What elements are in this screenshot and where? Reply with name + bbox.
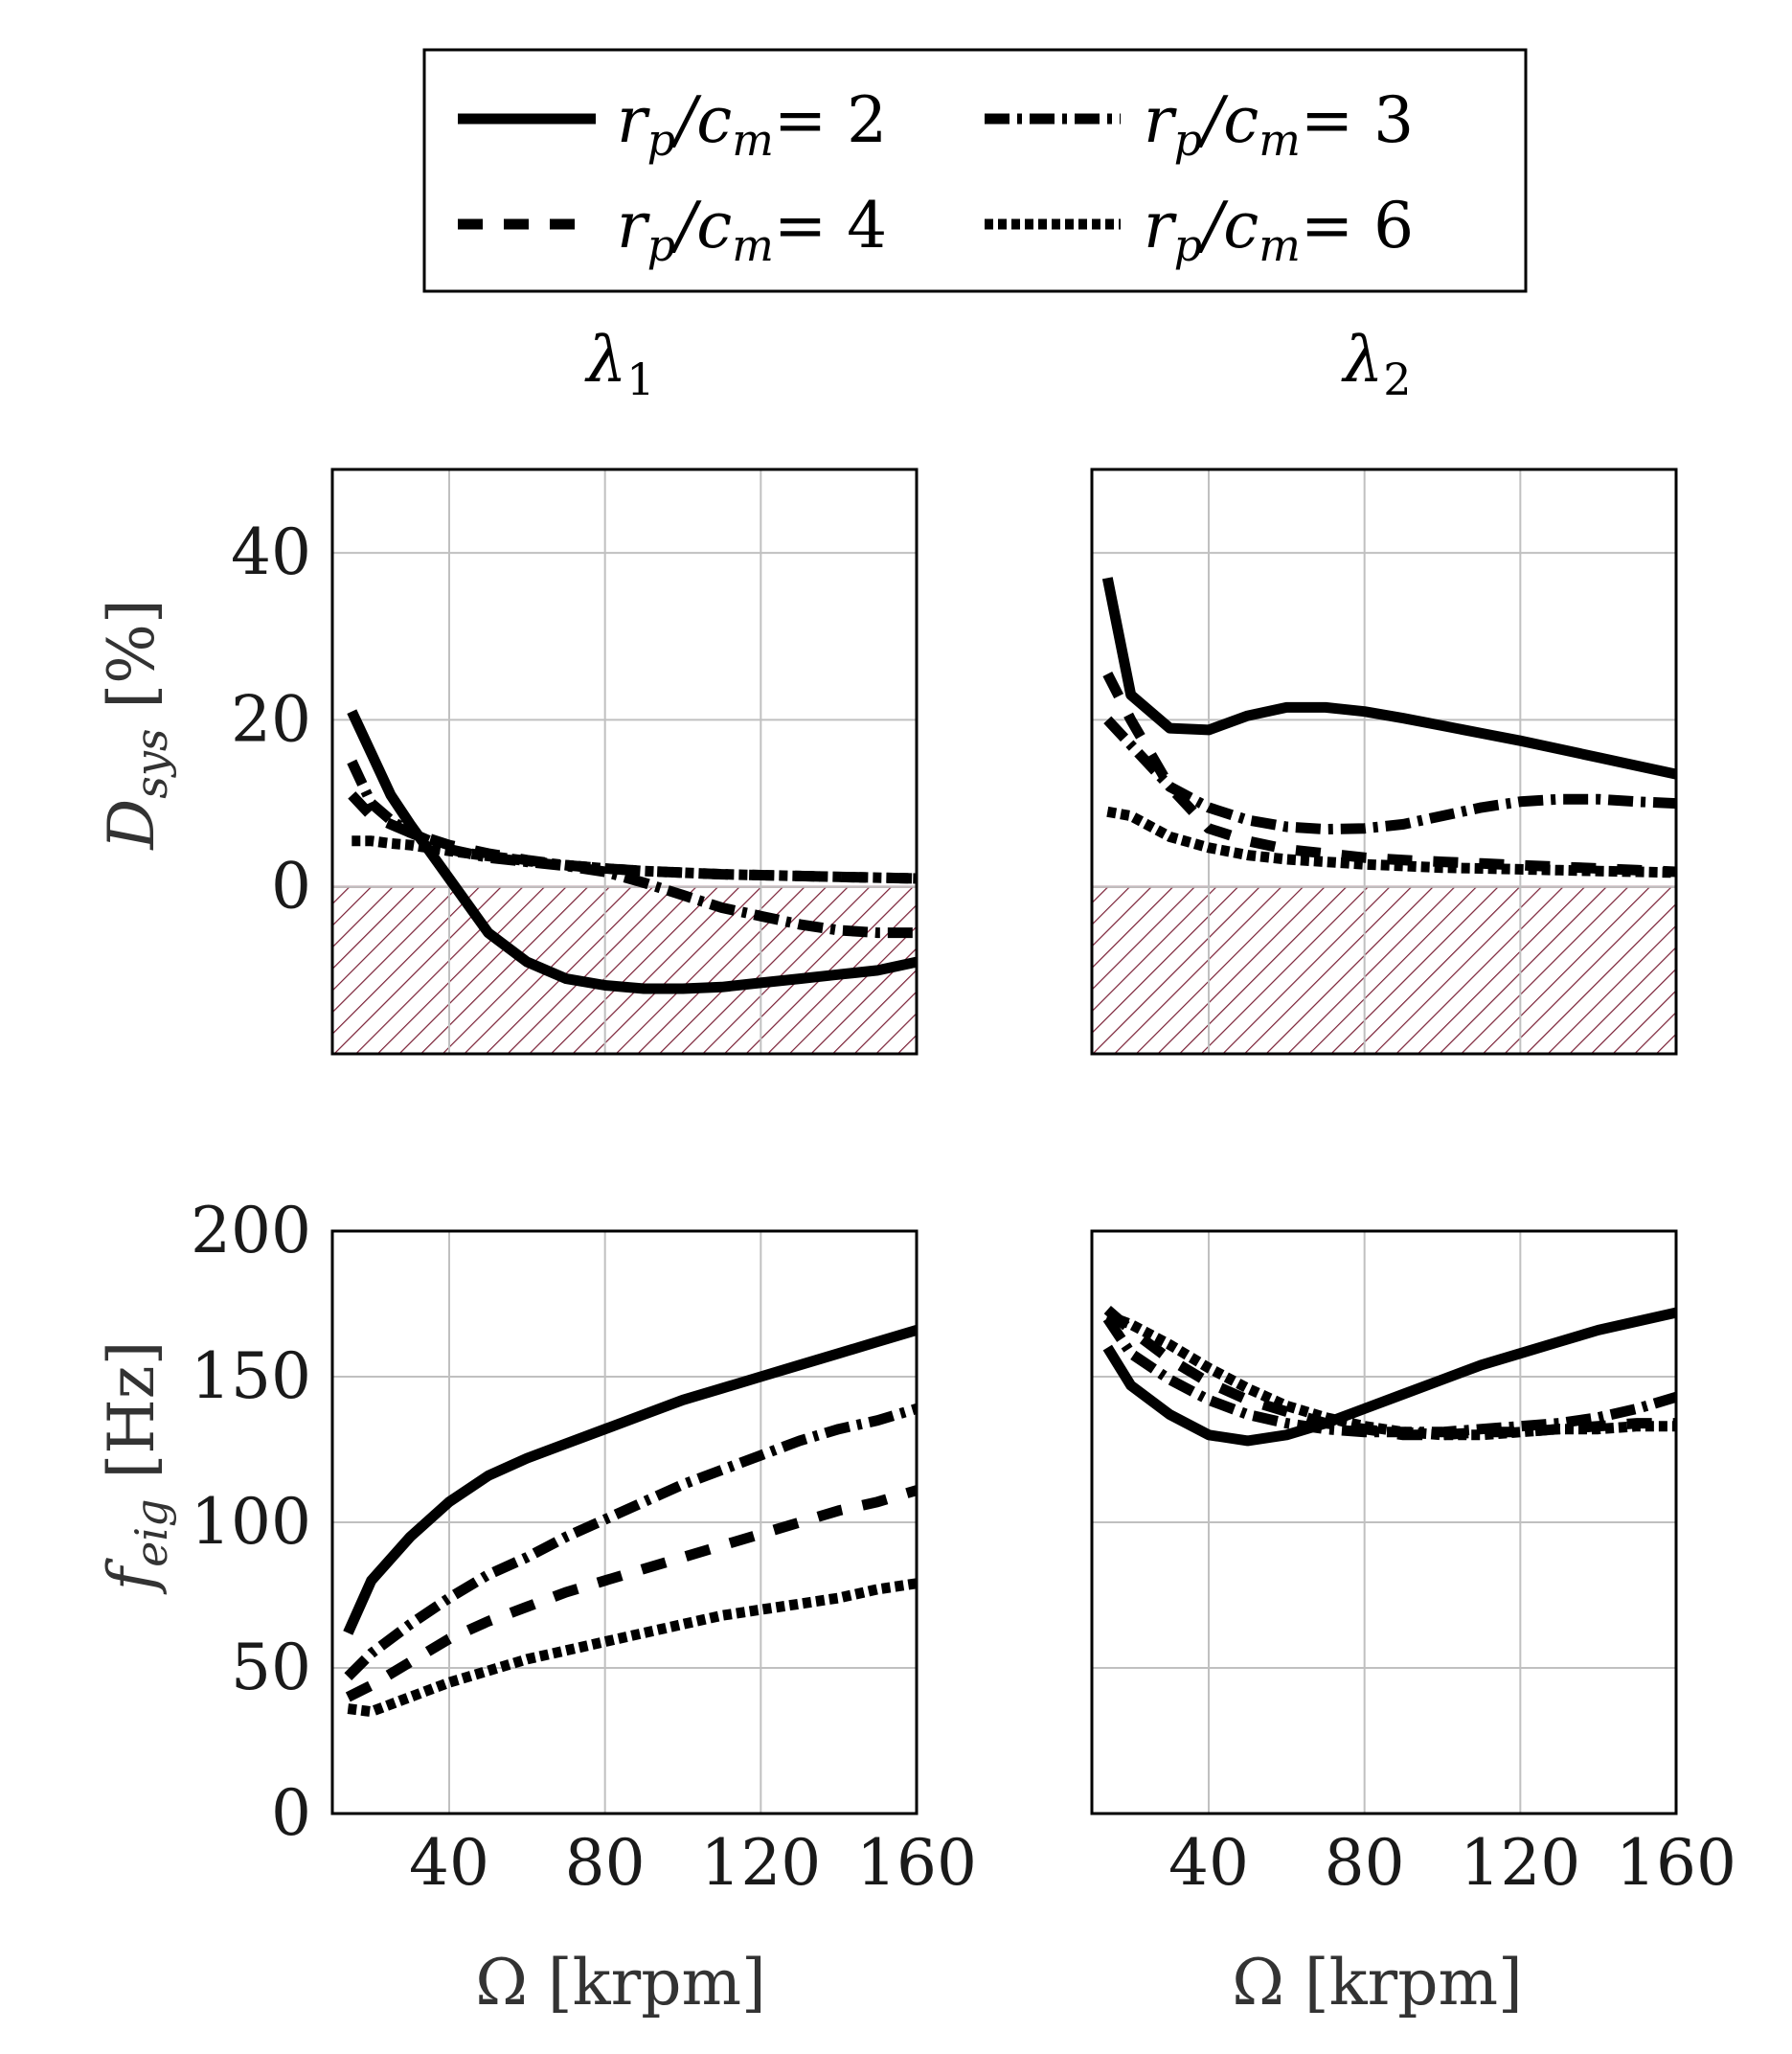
series-line-rpcm-2: [1101, 577, 1676, 780]
ylabel-frequency: feig [Hz]: [95, 1341, 177, 1596]
series-line-rpcm-3: [1103, 716, 1676, 835]
panel-frequency-lambda2: 40 80 120 160: [1090, 1229, 1736, 1900]
unstable-region-hatch: [331, 885, 918, 1056]
axes-frame: [1090, 1229, 1678, 1815]
y-tick-label: 50: [231, 1631, 311, 1704]
x-tick-label: 120: [700, 1826, 821, 1900]
panel-damping-lambda2: [1090, 468, 1678, 1056]
series-line-rpcm-4: [1103, 1305, 1676, 1441]
x-tick-label: 160: [856, 1826, 977, 1900]
x-tick-label: 80: [565, 1826, 646, 1900]
series-line-rpcm-2: [347, 709, 917, 994]
xlabel-lambda1: Ω [krpm]: [475, 1946, 766, 2020]
y-tick-label: 200: [191, 1194, 311, 1267]
y-tick-label: 0: [271, 850, 311, 924]
xlabel-lambda2: Ω [krpm]: [1232, 1946, 1523, 2020]
legend: rp/cm= 2 rp/cm= 3 rp/cm= 4 rp/cm= 6: [422, 48, 1528, 293]
series-line-rpcm-6: [1106, 806, 1676, 879]
series-line-rpcm-2: [343, 1325, 917, 1635]
y-tick-label: 0: [271, 1776, 311, 1850]
series-line-rpcm-6: [1105, 1311, 1676, 1441]
series-line-rpcm-3: [344, 1404, 917, 1680]
x-tick-label: 40: [409, 1826, 489, 1900]
axes-frame: [1090, 468, 1678, 1056]
y-tick-label: 40: [231, 515, 311, 589]
axes-frame: [330, 1229, 919, 1815]
series-line-rpcm-2: [1102, 1307, 1676, 1447]
series-line-rpcm-4: [345, 1485, 917, 1702]
column-title-lambda2: λ2: [1340, 323, 1411, 405]
x-tick-label: 80: [1325, 1826, 1405, 1900]
panel-frequency-lambda1: 0 50 100 150 200 40 80 120 160: [191, 1194, 977, 1900]
axes-frame: [330, 468, 919, 1056]
y-tick-label: 100: [191, 1485, 311, 1559]
series-line-rpcm-3: [347, 759, 917, 939]
series-line-rpcm-3: [1102, 1315, 1676, 1438]
x-tick-label: 40: [1168, 1826, 1249, 1900]
x-tick-label: 120: [1460, 1826, 1580, 1900]
legend-box: [422, 48, 1528, 293]
panel-damping-lambda1: 0 20 40: [231, 468, 919, 1056]
x-tick-label: 160: [1616, 1826, 1736, 1900]
column-title-lambda1: λ1: [583, 323, 654, 405]
y-tick-label: 150: [191, 1339, 311, 1413]
series-line-rpcm-4: [348, 791, 917, 884]
ylabel-damping: Dsys [%]: [95, 599, 177, 850]
series-line-rpcm-4: [1102, 672, 1676, 878]
series-line-rpcm-6: [347, 1578, 917, 1718]
unstable-region-hatch: [1091, 885, 1677, 1056]
y-tick-label: 20: [231, 682, 311, 756]
